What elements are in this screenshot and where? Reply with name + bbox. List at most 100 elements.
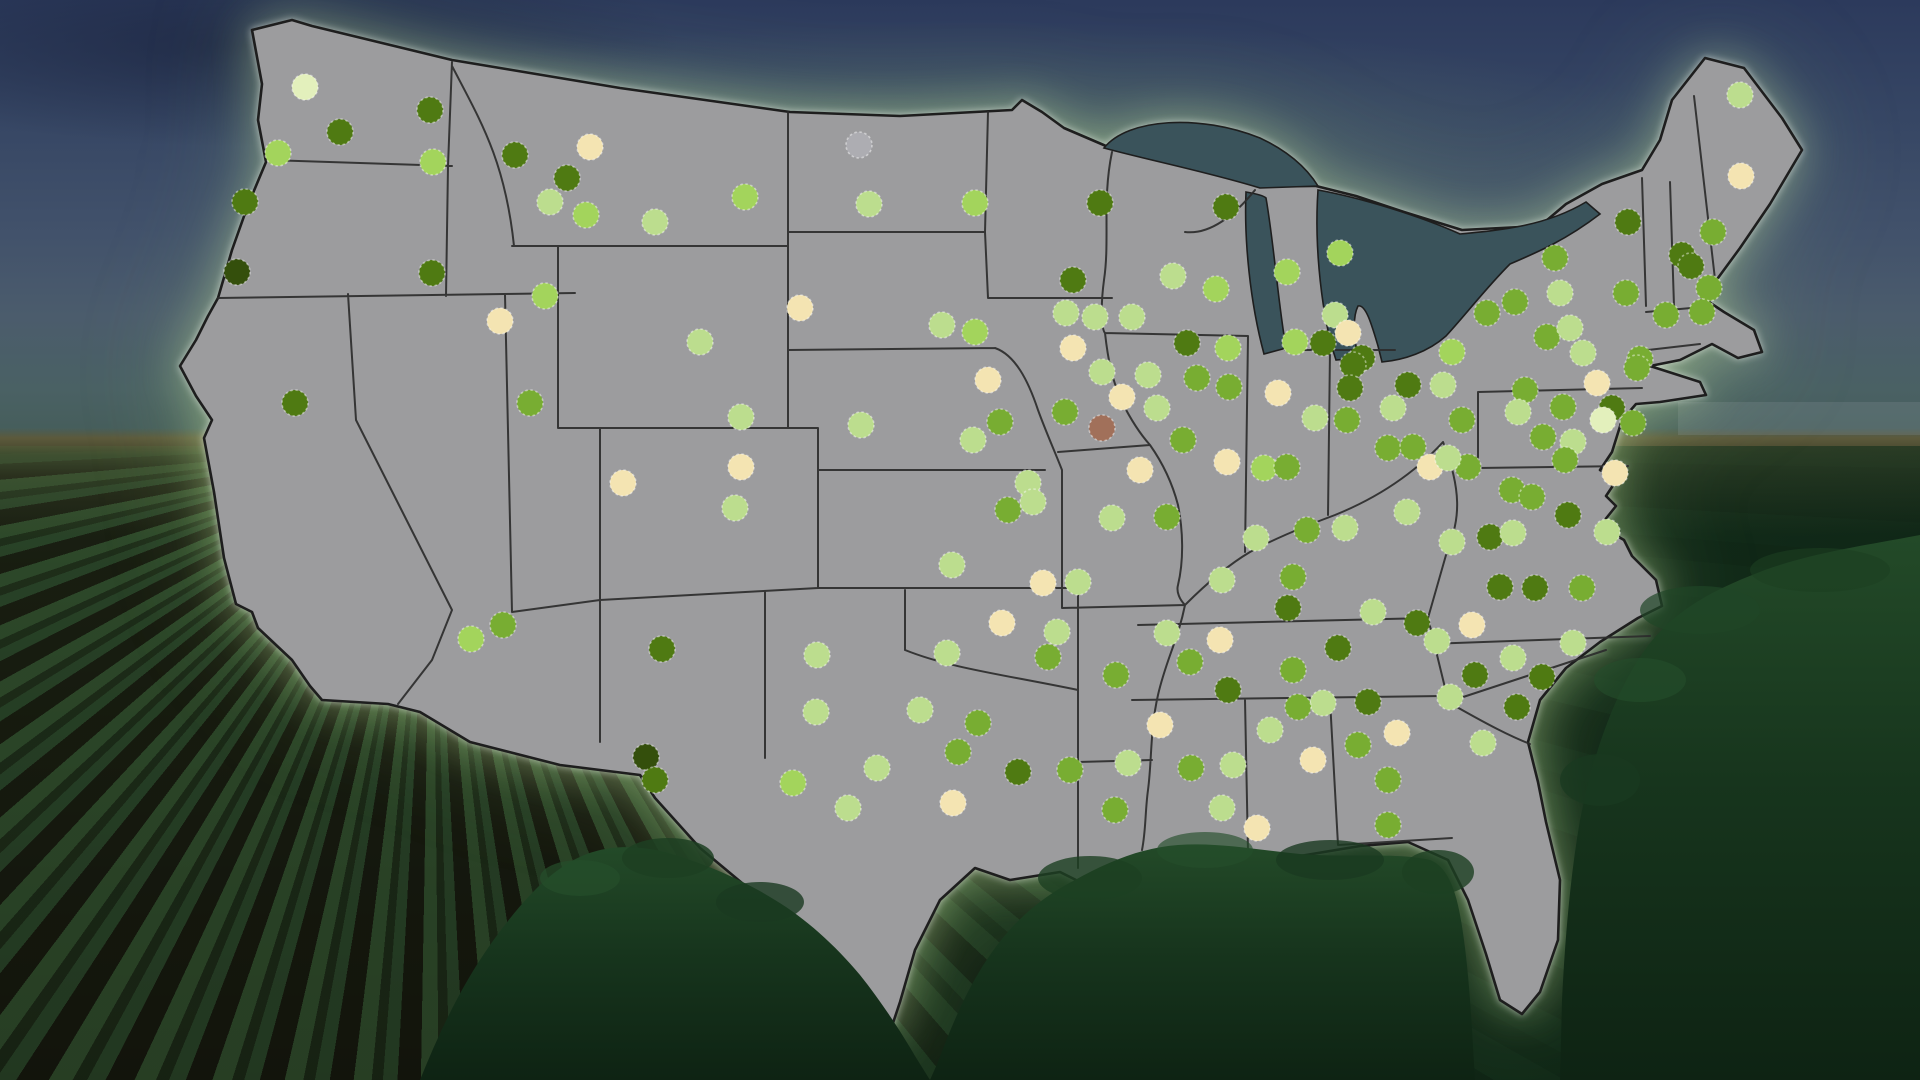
data-dot[interactable] [1101,796,1129,824]
data-dot[interactable] [1086,189,1114,217]
data-dot[interactable] [1108,383,1136,411]
data-dot[interactable] [1551,446,1579,474]
data-dot[interactable] [928,311,956,339]
data-dot[interactable] [1486,573,1514,601]
data-dot[interactable] [1541,244,1569,272]
data-dot[interactable] [1374,766,1402,794]
data-dot[interactable] [1354,688,1382,716]
data-dot[interactable] [1727,162,1755,190]
data-dot[interactable] [1374,434,1402,462]
data-dot[interactable] [1215,373,1243,401]
data-dot[interactable] [1213,448,1241,476]
data-dot[interactable] [1399,433,1427,461]
data-dot[interactable] [1134,361,1162,389]
data-dot[interactable] [1208,566,1236,594]
data-dot[interactable] [531,282,559,310]
data-dot[interactable] [501,141,529,169]
data-dot[interactable] [1250,454,1278,482]
data-dot[interactable] [1593,518,1621,546]
data-dot[interactable] [1423,627,1451,655]
data-dot[interactable] [1146,711,1174,739]
data-dot[interactable] [326,118,354,146]
data-dot[interactable] [1214,676,1242,704]
data-dot[interactable] [721,494,749,522]
data-dot[interactable] [1476,523,1504,551]
data-dot[interactable] [1688,298,1716,326]
data-dot[interactable] [231,188,259,216]
data-dot[interactable] [1499,644,1527,672]
data-dot[interactable] [1159,262,1187,290]
data-dot[interactable] [1518,483,1546,511]
data-dot[interactable] [1339,351,1367,379]
data-dot[interactable] [1126,456,1154,484]
data-dot[interactable] [609,469,637,497]
data-dot[interactable] [1273,258,1301,286]
data-dot[interactable] [1511,376,1539,404]
data-dot[interactable] [1281,328,1309,356]
data-dot[interactable] [938,551,966,579]
data-dot[interactable] [1052,299,1080,327]
data-dot[interactable] [1309,329,1337,357]
data-dot[interactable] [1383,719,1411,747]
data-dot[interactable] [1677,252,1705,280]
data-dot[interactable] [223,258,251,286]
data-dot[interactable] [1214,334,1242,362]
data-dot[interactable] [1169,426,1197,454]
data-dot[interactable] [906,696,934,724]
data-dot[interactable] [727,403,755,431]
data-dot[interactable] [418,259,446,287]
data-dot[interactable] [1299,746,1327,774]
data-dot[interactable] [1379,394,1407,422]
data-dot[interactable] [959,426,987,454]
data-dot[interactable] [731,183,759,211]
data-dot[interactable] [1043,618,1071,646]
data-dot[interactable] [1173,329,1201,357]
data-dot[interactable] [1331,514,1359,542]
data-dot[interactable] [1556,314,1584,342]
data-dot[interactable] [1088,358,1116,386]
data-dot[interactable] [641,766,669,794]
data-dot[interactable] [1114,749,1142,777]
data-dot[interactable] [1059,266,1087,294]
data-dot[interactable] [1403,609,1431,637]
data-dot[interactable] [1034,643,1062,671]
data-dot[interactable] [1619,409,1647,437]
data-dot[interactable] [786,294,814,322]
data-dot[interactable] [264,139,292,167]
data-dot[interactable] [863,754,891,782]
data-dot[interactable] [1438,338,1466,366]
data-dot[interactable] [1153,619,1181,647]
data-dot[interactable] [1473,299,1501,327]
data-dot[interactable] [1324,634,1352,662]
data-dot[interactable] [1279,656,1307,684]
data-dot[interactable] [1118,303,1146,331]
data-dot[interactable] [1273,453,1301,481]
data-dot[interactable] [1583,369,1611,397]
data-dot[interactable] [1504,398,1532,426]
data-dot[interactable] [1569,339,1597,367]
data-dot[interactable] [1438,528,1466,556]
data-dot[interactable] [1334,319,1362,347]
data-dot[interactable] [1051,398,1079,426]
data-dot[interactable] [1004,758,1032,786]
data-dot[interactable] [1143,394,1171,422]
data-dot[interactable] [834,794,862,822]
data-dot[interactable] [1448,406,1476,434]
data-dot[interactable] [572,201,600,229]
data-dot[interactable] [1202,275,1230,303]
data-dot[interactable] [1589,406,1617,434]
data-dot[interactable] [1293,516,1321,544]
data-dot[interactable] [1469,729,1497,757]
data-dot[interactable] [1454,453,1482,481]
data-dot[interactable] [1374,811,1402,839]
data-dot[interactable] [988,609,1016,637]
data-dot[interactable] [1359,598,1387,626]
data-dot[interactable] [1699,218,1727,246]
data-dot[interactable] [1521,574,1549,602]
data-dot[interactable] [1153,503,1181,531]
data-dot[interactable] [1183,364,1211,392]
data-dot[interactable] [1081,303,1109,331]
data-dot[interactable] [1326,239,1354,267]
data-dot[interactable] [1559,629,1587,657]
data-dot[interactable] [1256,716,1284,744]
